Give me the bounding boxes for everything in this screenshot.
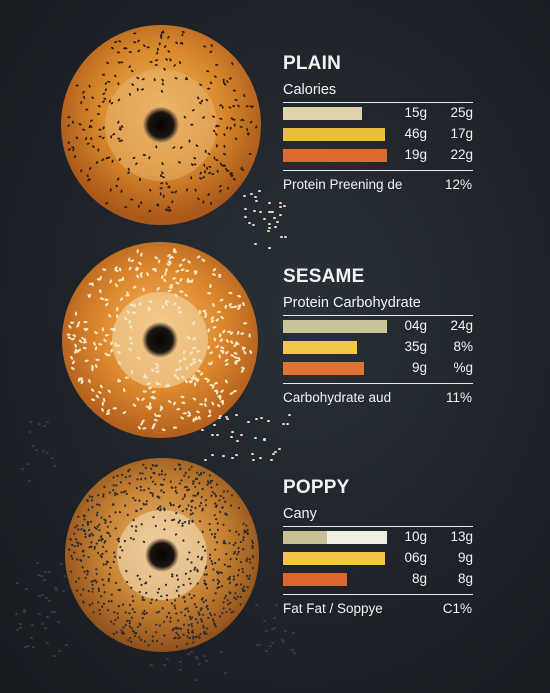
nutrient-bar-row: 04g 24g	[283, 316, 473, 337]
bar-track	[283, 320, 387, 333]
footer-label: Carbohydrate aud	[283, 390, 392, 405]
bar-value-1: 15g	[404, 105, 427, 120]
panel-footer: Fat Fat / Soppye C1%	[283, 594, 473, 619]
bar-fill	[283, 552, 385, 565]
bar-value-2: 13g	[450, 529, 473, 544]
bar-track	[283, 362, 387, 375]
footer-percent: 12%	[444, 177, 472, 192]
bar-fill	[283, 149, 387, 162]
nutrient-bar-row: 15g 25g	[283, 103, 473, 124]
panel-footer: Protein Preening de 12%	[283, 170, 473, 195]
bar-value-2: 9g	[457, 550, 473, 565]
nutrient-bar-row: 10g 13g	[283, 527, 473, 548]
panel-poppy: POPPY Cany 10g 13g 06g 9g 8g 8g Fat Fat / Sop…	[283, 477, 473, 619]
bar-fill	[283, 128, 385, 141]
bar-track	[283, 531, 387, 544]
panel-title: POPPY	[283, 477, 350, 498]
footer-percent: C1%	[442, 601, 472, 616]
bar-track	[283, 107, 387, 120]
footer-label: Protein Preening de	[283, 177, 403, 192]
bar-value-1: 06g	[404, 550, 427, 565]
bar-value-1: 19g	[404, 147, 427, 162]
bar-value-2: 8%	[453, 339, 473, 354]
bar-track	[283, 128, 387, 141]
bar-value-2: 24g	[450, 318, 473, 333]
bar-track	[283, 573, 387, 586]
panel-title: SESAME	[283, 266, 365, 287]
panel-subtitle: Cany	[283, 506, 473, 527]
bar-value-1: 46g	[404, 126, 427, 141]
bar-value-1: 9g	[411, 360, 427, 375]
nutrient-bar-row: 8g 8g	[283, 569, 473, 590]
bar-fill	[283, 320, 387, 333]
bar-fill	[283, 531, 327, 544]
bar-value-2: 8g	[457, 571, 473, 586]
nutrient-bar-row: 19g 22g	[283, 145, 473, 166]
sesame-bagel-image	[60, 240, 260, 440]
bar-value-1: 10g	[404, 529, 427, 544]
bar-value-1: 8g	[411, 571, 427, 586]
bar-fill	[283, 107, 363, 120]
panel-subtitle: Calories	[283, 82, 473, 103]
nutrient-bar-row: 35g 8%	[283, 337, 473, 358]
bar-value-2: 25g	[450, 105, 473, 120]
poppy-bagel-image	[62, 455, 262, 655]
bar-track	[283, 552, 387, 565]
nutrient-bar-row: 9g %g	[283, 358, 473, 379]
nutrient-bar-row: 46g 17g	[283, 124, 473, 145]
panel-subtitle: Protein Carbohydrate	[283, 295, 473, 316]
nutrient-bar-row: 06g 9g	[283, 548, 473, 569]
bar-value-1: 04g	[404, 318, 427, 333]
footer-label: Fat Fat / Soppye	[283, 601, 383, 616]
panel-plain: PLAIN Calories 15g 25g 46g 17g 19g 22g Protei…	[283, 53, 473, 195]
panel-sesame: SESAME Protein Carbohydrate 04g 24g 35g 8% 9…	[283, 266, 473, 408]
panel-footer: Carbohydrate aud 11%	[283, 383, 473, 408]
bar-value-1: 35g	[404, 339, 427, 354]
bar-value-2: %g	[453, 360, 473, 375]
bar-value-2: 17g	[450, 126, 473, 141]
bar-fill	[283, 341, 357, 354]
bar-track	[283, 149, 387, 162]
footer-percent: 11%	[445, 390, 472, 405]
panel-title: PLAIN	[283, 53, 341, 74]
bar-fill	[283, 573, 348, 586]
bar-value-2: 22g	[450, 147, 473, 162]
bar-fill	[283, 362, 365, 375]
bar-remainder	[326, 531, 387, 544]
bar-track	[283, 341, 387, 354]
plain-bagel-image	[58, 22, 264, 228]
